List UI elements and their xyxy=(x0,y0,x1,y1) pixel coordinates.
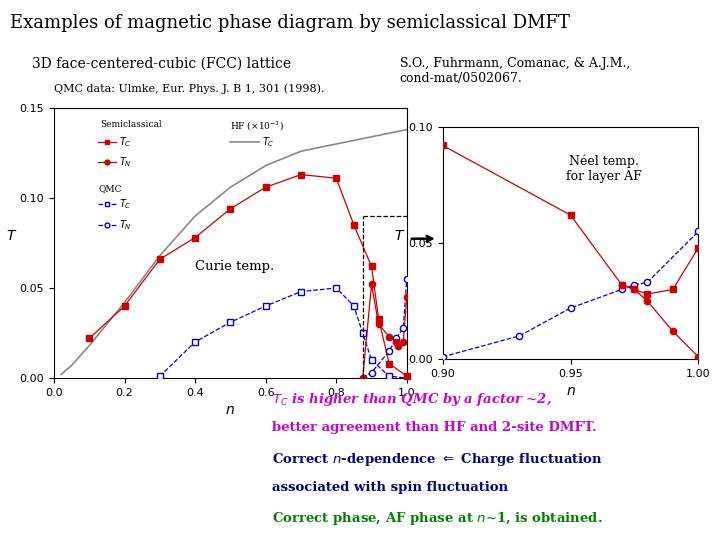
Text: $T_N$: $T_N$ xyxy=(120,219,132,232)
Text: Semiclassical: Semiclassical xyxy=(100,120,161,129)
Y-axis label: $T$: $T$ xyxy=(6,229,17,243)
X-axis label: $n$: $n$ xyxy=(566,384,575,399)
Text: $T_C$: $T_C$ xyxy=(120,197,132,211)
Text: QMC: QMC xyxy=(98,184,122,193)
Text: Correct $n$-dependence $\Leftarrow$ Charge fluctuation: Correct $n$-dependence $\Leftarrow$ Char… xyxy=(272,451,603,468)
Text: Examples of magnetic phase diagram by semiclassical DMFT: Examples of magnetic phase diagram by se… xyxy=(10,14,570,31)
Text: Curie temp.: Curie temp. xyxy=(195,260,274,273)
Text: better agreement than HF and 2-site DMFT.: better agreement than HF and 2-site DMFT… xyxy=(272,421,597,434)
Text: HF ($\times$10$^{-1}$): HF ($\times$10$^{-1}$) xyxy=(230,120,284,133)
X-axis label: $n$: $n$ xyxy=(225,403,235,417)
Text: Néel temp.
for layer AF: Néel temp. for layer AF xyxy=(566,155,642,183)
Text: QMC data: Ulmke, Eur. Phys. J. B 1, 301 (1998).: QMC data: Ulmke, Eur. Phys. J. B 1, 301 … xyxy=(54,84,325,94)
Text: $T_N$: $T_N$ xyxy=(120,155,132,169)
Text: $T_C$: $T_C$ xyxy=(120,135,132,148)
Text: 3D face-centered-cubic (FCC) lattice: 3D face-centered-cubic (FCC) lattice xyxy=(32,57,292,71)
Text: associated with spin fluctuation: associated with spin fluctuation xyxy=(272,481,508,494)
Text: $T_C$ is higher than QMC by a factor ~2,: $T_C$ is higher than QMC by a factor ~2, xyxy=(272,392,552,408)
Y-axis label: $T$: $T$ xyxy=(395,229,406,243)
Text: S.O., Fuhrmann, Comanac, & A.J.M.,
cond-mat/0502067.: S.O., Fuhrmann, Comanac, & A.J.M., cond-… xyxy=(400,57,630,85)
Text: Correct phase, AF phase at $n$~1, is obtained.: Correct phase, AF phase at $n$~1, is obt… xyxy=(272,510,603,527)
Text: $T_C$: $T_C$ xyxy=(262,135,275,148)
